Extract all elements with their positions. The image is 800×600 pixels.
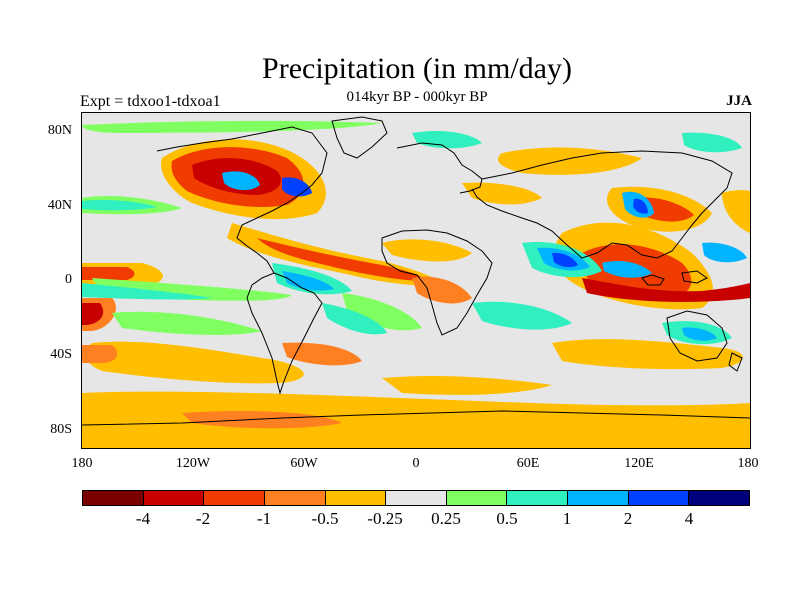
lat-tick-label: 40S — [50, 347, 72, 362]
colorbar-label: 0.25 — [431, 509, 461, 528]
lon-tick-label: 60E — [516, 456, 540, 471]
lon-tick-label: 60W — [290, 456, 318, 471]
colorbar-box — [446, 491, 508, 505]
colorbar-box — [689, 491, 750, 505]
colorbar-label: -4 — [135, 509, 151, 528]
colorbar-label: 0.5 — [496, 509, 518, 528]
map-plot-area — [81, 112, 751, 449]
colorbar-box — [386, 491, 447, 505]
lat-tick-label: 80N — [47, 123, 72, 138]
lon-tick-label: 120E — [624, 456, 654, 471]
colorbar-box — [507, 491, 569, 505]
lon-tick-label: 180 — [71, 456, 93, 471]
anomaly-wetting-regions — [82, 120, 747, 345]
colorbar-box — [628, 491, 690, 505]
colorbar-box — [264, 491, 326, 505]
precipitation-map — [82, 113, 750, 448]
lat-tick-label: 0 — [65, 272, 72, 287]
colorbar-label: -0.25 — [367, 509, 403, 528]
colorbar-box — [568, 491, 629, 505]
experiment-label: Expt = tdxoo1-tdxoa1 — [80, 93, 221, 110]
colorbar-box — [325, 491, 387, 505]
lat-tick-label: 40N — [47, 198, 72, 213]
colorbar-label: -2 — [195, 509, 211, 528]
lon-tick-label: 120W — [175, 456, 211, 471]
colorbar-label: 1 — [562, 509, 572, 528]
colorbar-label: 4 — [684, 509, 694, 528]
season-label: JJA — [726, 93, 752, 109]
colorbar-box — [83, 491, 144, 505]
map-subtitle: 014kyr BP - 000kyr BP — [346, 89, 488, 105]
colorbar-label: 2 — [623, 509, 633, 528]
map-title: Precipitation (in mm/day) — [262, 52, 572, 85]
lat-tick-label: 80S — [50, 422, 72, 437]
colorbar-box — [204, 491, 265, 505]
lon-tick-label: 180 — [737, 456, 759, 471]
colorbar — [82, 490, 750, 506]
colorbar-label: -0.5 — [311, 509, 339, 528]
colorbar-box — [143, 491, 205, 505]
coastlines — [82, 116, 750, 426]
lon-tick-label: 0 — [412, 456, 420, 471]
colorbar-label: -1 — [256, 509, 272, 528]
